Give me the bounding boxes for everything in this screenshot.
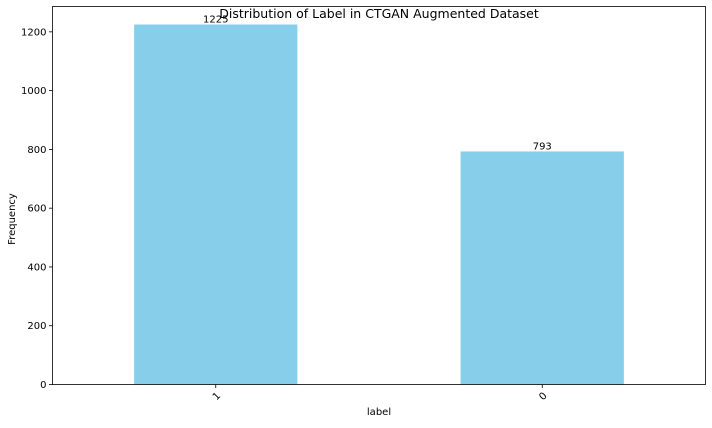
data-label-0: 793 xyxy=(533,141,552,152)
bar-0 xyxy=(460,151,624,385)
chart-title: Distribution of Label in CTGAN Augmented… xyxy=(219,6,539,21)
bars-group xyxy=(134,24,624,385)
y-tick-label-400: 400 xyxy=(27,262,46,273)
y-tick-label-800: 800 xyxy=(27,145,46,156)
y-axis-label: Frequency xyxy=(7,193,18,245)
data-label-1: 1225 xyxy=(203,15,228,26)
x-axis-label: label xyxy=(367,407,391,418)
y-tick-label-600: 600 xyxy=(27,204,46,215)
plot-area-frame xyxy=(52,6,706,385)
y-axis-ticks: 0 200 400 600 800 1000 1200 xyxy=(21,27,53,391)
y-tick-label-0: 0 xyxy=(40,380,46,391)
y-tick-label-1200: 1200 xyxy=(21,27,46,38)
x-tick-label-1: 1 xyxy=(211,391,223,403)
x-tick-label-0: 0 xyxy=(537,391,549,403)
y-tick-label-1000: 1000 xyxy=(21,86,46,97)
y-tick-label-200: 200 xyxy=(27,321,46,332)
data-labels-group: 1225 793 xyxy=(203,15,552,153)
bar-1 xyxy=(134,24,298,385)
